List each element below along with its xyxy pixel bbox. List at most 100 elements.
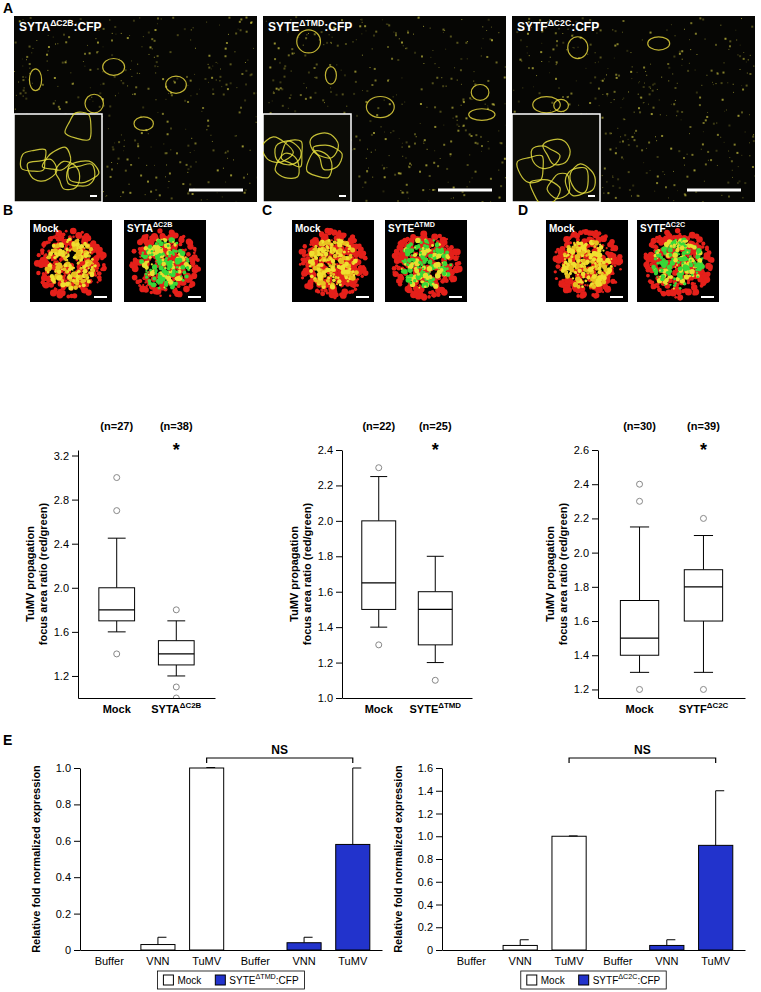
focus-red	[178, 242, 182, 246]
speckle	[556, 64, 557, 65]
focus-red	[132, 275, 138, 281]
focus-red	[88, 279, 93, 284]
speckle	[140, 175, 142, 177]
speckle	[623, 98, 624, 99]
speckle	[329, 64, 331, 66]
speckle	[208, 67, 210, 69]
speckle	[217, 192, 218, 193]
focus-inner	[73, 255, 77, 259]
speckle	[465, 117, 467, 119]
cell-outline	[166, 76, 187, 93]
speckle	[532, 67, 534, 69]
speckle	[145, 194, 146, 195]
scale-bar	[687, 189, 741, 192]
speckle	[201, 199, 202, 200]
speckle	[600, 80, 601, 81]
speckle	[705, 163, 707, 165]
speckle	[184, 100, 186, 102]
speckle	[394, 174, 396, 176]
speckle	[598, 88, 600, 90]
speckle	[556, 45, 558, 47]
speckle	[474, 71, 475, 72]
speckle	[418, 17, 420, 19]
focus-inner	[46, 256, 49, 259]
speckle	[321, 31, 323, 33]
focus-inner	[72, 269, 74, 271]
speckle	[114, 142, 115, 143]
focus-inner	[77, 262, 80, 265]
speckle	[636, 145, 638, 147]
speckle	[652, 84, 654, 86]
speckle	[720, 25, 721, 26]
speckle	[411, 165, 412, 166]
speckle	[422, 189, 424, 191]
speckle	[527, 52, 528, 53]
speckle	[643, 102, 644, 103]
speckle	[191, 29, 192, 30]
speckle	[168, 187, 169, 188]
speckle	[678, 150, 680, 152]
speckle	[602, 187, 603, 188]
speckle	[416, 136, 417, 137]
speckle	[219, 80, 220, 81]
speckle	[118, 158, 120, 160]
speckle	[225, 182, 226, 183]
image-background	[30, 220, 112, 302]
speckle	[89, 52, 91, 54]
speckle	[99, 106, 101, 108]
focus-red	[102, 266, 107, 271]
speckle	[148, 54, 149, 55]
speckle	[306, 34, 307, 35]
speckle	[540, 51, 542, 53]
speckle	[602, 94, 603, 95]
speckle	[469, 133, 471, 135]
speckle	[330, 42, 331, 43]
speckle	[629, 189, 631, 191]
speckle	[577, 47, 578, 48]
speckle	[134, 139, 136, 141]
speckle	[306, 87, 307, 88]
speckle	[53, 103, 55, 105]
speckle	[701, 149, 702, 150]
speckle	[372, 177, 373, 178]
speckle	[689, 63, 690, 64]
panel-label: B	[3, 202, 13, 218]
speckle	[137, 143, 139, 145]
speckle	[184, 28, 186, 30]
speckle	[59, 108, 61, 110]
speckle	[681, 119, 682, 120]
speckle	[235, 135, 237, 137]
speckle	[375, 31, 377, 33]
speckle	[129, 192, 131, 194]
speckle	[274, 43, 276, 45]
speckle	[425, 164, 427, 166]
speckle	[170, 51, 172, 53]
speckle	[644, 83, 645, 84]
speckle	[458, 126, 459, 127]
speckle	[706, 75, 707, 76]
speckle	[414, 143, 416, 145]
text-part: SYTE	[268, 20, 299, 34]
speckle	[279, 62, 281, 64]
speckle	[749, 155, 750, 156]
speckle	[240, 107, 242, 109]
focus-inner	[94, 265, 96, 267]
inset-scale-bar	[339, 195, 346, 197]
speckle	[645, 71, 646, 72]
speckle	[374, 68, 376, 70]
speckle	[750, 55, 751, 56]
focus-inner	[61, 279, 64, 282]
speckle	[156, 199, 157, 200]
speckle	[699, 97, 701, 99]
speckle	[463, 125, 465, 127]
speckle	[310, 97, 312, 99]
speckle	[208, 82, 209, 83]
speckle	[186, 164, 188, 166]
speckle	[185, 129, 186, 130]
speckle	[212, 66, 213, 67]
speckle	[628, 91, 629, 92]
focus-inner	[79, 260, 81, 262]
speckle	[141, 132, 143, 134]
speckle	[100, 84, 101, 85]
speckle	[250, 22, 252, 24]
